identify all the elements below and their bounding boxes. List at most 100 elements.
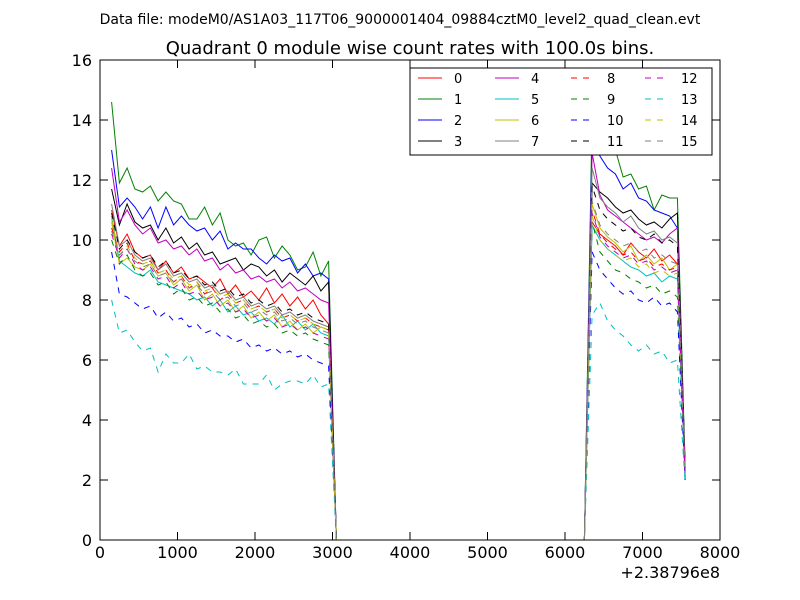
series-0 bbox=[111, 209, 686, 541]
y-tick-label: 16 bbox=[72, 51, 92, 70]
data-file-caption: Data file: modeM0/AS1A03_117T06_90000014… bbox=[100, 12, 701, 28]
y-tick-label: 4 bbox=[82, 411, 92, 430]
legend-label: 7 bbox=[531, 135, 539, 150]
series-15-line-1 bbox=[111, 230, 337, 541]
legend-item-15: 15 bbox=[645, 135, 698, 150]
series-5-line-1 bbox=[111, 215, 337, 541]
series-10-line-1 bbox=[111, 251, 337, 541]
series-14 bbox=[111, 215, 686, 541]
legend-item-8: 8 bbox=[571, 72, 615, 87]
series-5-line-3 bbox=[583, 224, 686, 541]
legend-label: 11 bbox=[607, 135, 624, 150]
series-1-line-3 bbox=[583, 116, 686, 541]
x-tick-label: 8000 bbox=[700, 543, 741, 562]
legend-item-1: 1 bbox=[418, 93, 462, 108]
legend-label: 12 bbox=[681, 72, 698, 87]
legend-label: 4 bbox=[531, 72, 539, 87]
series-1-line-1 bbox=[111, 101, 337, 541]
legend-label: 15 bbox=[681, 135, 698, 150]
legend-item-4: 4 bbox=[495, 72, 539, 87]
legend-item-9: 9 bbox=[571, 93, 615, 108]
series-4 bbox=[111, 152, 686, 541]
series-9 bbox=[111, 221, 686, 541]
legend-label: 0 bbox=[454, 72, 462, 87]
series-13 bbox=[111, 299, 686, 541]
series-3-line-3 bbox=[583, 181, 686, 541]
legend-label: 5 bbox=[531, 93, 539, 108]
series-8 bbox=[111, 209, 686, 541]
series-12-line-1 bbox=[111, 233, 337, 541]
y-tick-label: 0 bbox=[82, 531, 92, 550]
legend-label: 2 bbox=[454, 114, 462, 129]
series-1 bbox=[111, 101, 686, 541]
x-tick-label: 2000 bbox=[235, 543, 276, 562]
series-10 bbox=[111, 251, 686, 541]
x-tick-label: 5000 bbox=[467, 543, 508, 562]
axis-ticks: 0 1000 2000 3000 4000 5000 6000 7000 80000246810… bbox=[72, 51, 741, 562]
series-14-line-3 bbox=[583, 215, 686, 541]
legend-item-3: 3 bbox=[418, 135, 462, 150]
series-6 bbox=[111, 203, 686, 541]
series-13-line-1 bbox=[111, 299, 337, 541]
series-3-line-1 bbox=[111, 188, 337, 541]
legend-item-0: 0 bbox=[418, 72, 462, 87]
series-14-line-1 bbox=[111, 218, 337, 541]
chart-title: Quadrant 0 module wise count rates with … bbox=[166, 38, 655, 59]
legend-item-5: 5 bbox=[495, 93, 539, 108]
x-tick-label: 6000 bbox=[545, 543, 586, 562]
legend-item-7: 7 bbox=[495, 135, 539, 150]
series-0-line-1 bbox=[111, 209, 337, 541]
legend-label: 6 bbox=[531, 114, 539, 129]
series-3 bbox=[111, 181, 686, 541]
series-8-line-3 bbox=[583, 209, 686, 541]
series-5 bbox=[111, 215, 686, 541]
x-tick-label: 4000 bbox=[390, 543, 431, 562]
legend-item-14: 14 bbox=[645, 114, 698, 129]
x-tick-label: 1000 bbox=[157, 543, 198, 562]
legend-item-6: 6 bbox=[495, 114, 539, 129]
y-tick-label: 2 bbox=[82, 471, 92, 490]
series-9-line-3 bbox=[583, 221, 686, 541]
legend-label: 1 bbox=[454, 93, 462, 108]
legend-item-11: 11 bbox=[571, 135, 624, 150]
series-11-line-3 bbox=[583, 185, 686, 541]
series-layer bbox=[111, 101, 686, 541]
x-offset-label: +2.38796e8 bbox=[620, 563, 720, 582]
legend-label: 14 bbox=[681, 114, 698, 129]
series-15 bbox=[111, 200, 686, 541]
series-12-line-3 bbox=[583, 212, 686, 541]
y-tick-label: 6 bbox=[82, 351, 92, 370]
series-4-line-3 bbox=[583, 152, 686, 541]
y-tick-label: 14 bbox=[72, 111, 92, 130]
legend-item-10: 10 bbox=[571, 114, 624, 129]
y-tick-label: 8 bbox=[82, 291, 92, 310]
legend-label: 9 bbox=[607, 93, 615, 108]
legend-item-13: 13 bbox=[645, 93, 698, 108]
legend-label: 13 bbox=[681, 93, 698, 108]
legend-item-12: 12 bbox=[645, 72, 698, 87]
y-tick-label: 10 bbox=[72, 231, 92, 250]
legend-label: 8 bbox=[607, 72, 615, 87]
series-8-line-1 bbox=[111, 227, 337, 541]
x-tick-label: 7000 bbox=[622, 543, 663, 562]
series-2-line-3 bbox=[583, 134, 686, 541]
series-4-line-1 bbox=[111, 167, 337, 541]
series-7-line-1 bbox=[111, 203, 337, 541]
series-11-line-1 bbox=[111, 212, 337, 541]
legend-label: 10 bbox=[607, 114, 624, 129]
x-tick-label: 0 bbox=[95, 543, 105, 562]
series-12 bbox=[111, 212, 686, 541]
series-13-line-3 bbox=[583, 301, 686, 541]
x-tick-label: 3000 bbox=[312, 543, 353, 562]
legend-label: 3 bbox=[454, 135, 462, 150]
series-2-line-1 bbox=[111, 149, 337, 541]
series-7-line-3 bbox=[583, 167, 686, 541]
series-6-line-1 bbox=[111, 221, 337, 541]
y-tick-label: 12 bbox=[72, 171, 92, 190]
series-9-line-1 bbox=[111, 239, 337, 541]
series-6-line-3 bbox=[583, 203, 686, 541]
series-10-line-3 bbox=[583, 251, 686, 541]
series-15-line-3 bbox=[583, 200, 686, 541]
